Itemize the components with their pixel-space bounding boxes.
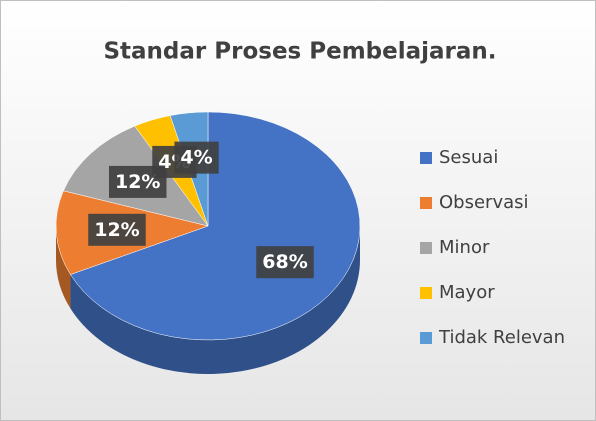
data-label-box — [174, 141, 219, 174]
legend: Sesuai Observasi Minor Mayor Tidak Relevan — [420, 147, 565, 348]
data-label-text: 4% — [180, 147, 212, 169]
chart-title: Standar Proses Pembelajaran. — [103, 39, 496, 65]
data-label-box — [88, 213, 146, 246]
legend-swatch — [420, 287, 432, 299]
legend-label: Tidak Relevan — [438, 327, 565, 348]
data-label-box — [256, 246, 314, 279]
pie: 68%12%12%4%4% — [55, 111, 361, 375]
data-label-text: 12% — [115, 171, 160, 193]
slice-side — [70, 226, 361, 375]
slice-side — [56, 226, 71, 309]
legend-swatch — [420, 242, 432, 254]
data-label-text: 68% — [262, 251, 307, 273]
data-label-text: 12% — [94, 219, 139, 241]
data-label: 12% — [88, 213, 146, 246]
legend-label: Mayor — [439, 282, 495, 303]
legend-label: Sesuai — [439, 147, 498, 168]
legend-swatch — [420, 197, 432, 209]
data-label: 4% — [174, 141, 219, 174]
data-label: 68% — [256, 246, 314, 279]
legend-swatch — [420, 332, 432, 344]
slice — [70, 111, 361, 341]
legend-swatch — [420, 152, 432, 164]
legend-label: Minor — [439, 237, 490, 258]
legend-label: Observasi — [439, 192, 529, 213]
